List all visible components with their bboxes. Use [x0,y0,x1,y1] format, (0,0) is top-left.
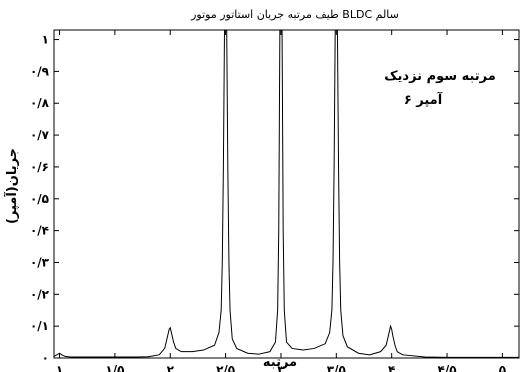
y-tick-label: ۰/۵ [30,192,49,206]
x-tick-label: ۱/۵ [105,363,124,372]
x-axis-label: مرتبه [263,355,297,370]
y-tick-label: ۰/۹ [30,64,50,78]
y-tick-label: ۰/۲ [30,287,50,301]
y-tick-label: ۰ [42,351,49,365]
x-tick-label: ۴ [388,363,395,372]
x-tick-label: ۲/۵ [216,363,235,372]
x-axis: ۱ ۱/۵ ۲ ۲/۵ ۳ ۳/۵ ۴ ۴/۵ ۵ [56,30,506,372]
x-tick-label: ۲ [167,363,175,372]
y-tick-label: ۰/۸ [30,96,50,110]
y-tick-label: ۰/۷ [30,128,50,142]
y-tick-label: ۰/۱ [30,319,49,333]
annotation-line-1: مرتبه سوم نزدیک [384,69,496,84]
x-tick-label: ۳/۵ [327,363,346,372]
series-line [53,29,519,358]
x-tick-label: ۱ [56,363,63,372]
y-tick-label: ۰/۶ [30,160,49,174]
x-tick-label: ۵ [499,363,506,372]
plot-frame [53,29,520,359]
y-tick-label: ۱ [42,33,49,47]
x-tick-label: ۳ [277,363,285,372]
y-axis-label: جریان(آمپر) [3,148,20,224]
annotation-line-2: ۶ آمپر [404,91,443,108]
x-tick-label: ۴/۵ [438,363,457,372]
y-tick-label: ۰/۳ [30,255,50,269]
chart-title: طیف مرتبه جریان استاتور موتور BLDC سالم [190,8,399,21]
y-tick-label: ۰/۴ [30,224,49,238]
y-axis: ۰ ۰/۱ ۰/۲ ۰/۳ ۰/۴ ۰/۵ ۰/۶ ۰/۷ ۰/۸ ۰/۹ ۱ [30,33,519,365]
